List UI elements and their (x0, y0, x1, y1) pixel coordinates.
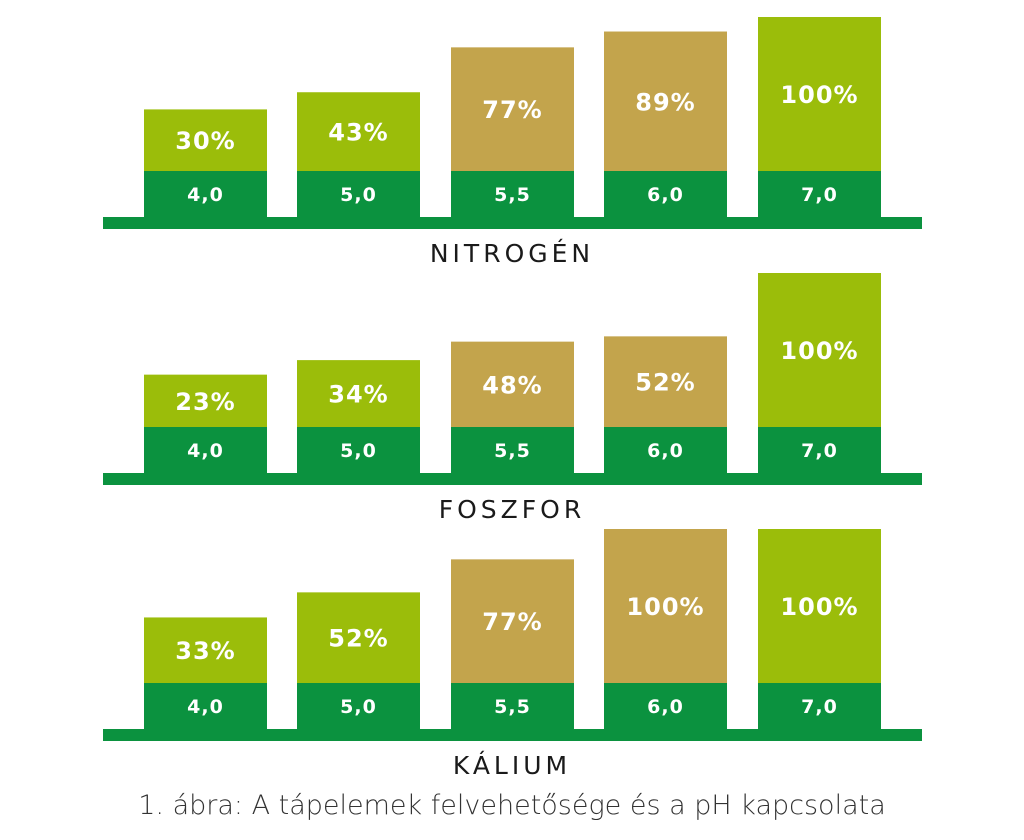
data-label: 34% (328, 381, 388, 409)
bar-value (451, 47, 574, 171)
data-label: 52% (328, 625, 388, 653)
bar-value (297, 92, 420, 171)
panel-title: FOSZFOR (439, 495, 585, 524)
bar-value (297, 360, 420, 427)
bar-ph-band (451, 427, 574, 473)
bar-ph-band (604, 171, 727, 217)
bar-value (604, 529, 727, 683)
tick-label: 6,0 (647, 696, 684, 718)
tick-label: 7,0 (801, 696, 838, 718)
data-label: 52% (635, 369, 695, 397)
tick-label: 5,0 (340, 184, 377, 206)
panel-2: 33% 4,0 52% 5,0 77% 5,5 100% 6,0 100% 7,0 KÁLIUM (103, 529, 922, 780)
panel-title: KÁLIUM (453, 751, 571, 780)
data-label: 100% (780, 81, 858, 109)
bar-value (297, 592, 420, 683)
data-label: 30% (175, 127, 235, 155)
data-label: 77% (482, 96, 542, 124)
tick-label: 5,5 (494, 184, 531, 206)
panel-title: NITROGÉN (430, 239, 594, 268)
bar-ph-band (604, 427, 727, 473)
tick-label: 5,5 (494, 440, 531, 462)
tick-label: 4,0 (187, 440, 224, 462)
baseline-stripe (103, 473, 922, 485)
bar-value (451, 559, 574, 683)
bar-ph-band (297, 171, 420, 217)
panel-0: 30% 4,0 43% 5,0 77% 5,5 89% 6,0 100% 7,0 NITROGÉN (103, 17, 922, 268)
bar-ph-band (144, 427, 267, 473)
bar-value (451, 341, 574, 427)
bar-value (758, 273, 881, 427)
baseline-stripe (103, 217, 922, 229)
bar-value (144, 617, 267, 683)
bar-value (758, 529, 881, 683)
bar-ph-band (297, 683, 420, 729)
tick-label: 4,0 (187, 696, 224, 718)
bar-ph-band (758, 683, 881, 729)
bar-ph-band (144, 683, 267, 729)
data-label: 48% (482, 371, 542, 399)
data-label: 100% (780, 337, 858, 365)
baseline-stripe (103, 729, 922, 741)
tick-label: 6,0 (647, 184, 684, 206)
bar-value (604, 31, 727, 171)
data-label: 23% (175, 388, 235, 416)
bar-value (144, 374, 267, 427)
bar-value (758, 17, 881, 171)
data-label: 77% (482, 608, 542, 636)
bar-ph-band (451, 171, 574, 217)
bar-value (604, 336, 727, 427)
figure-caption: 1. ábra: A tápelemek felvehetősége és a … (138, 790, 886, 821)
data-label: 100% (780, 593, 858, 621)
data-label: 89% (635, 88, 695, 116)
tick-label: 5,5 (494, 696, 531, 718)
bar-ph-band (758, 427, 881, 473)
tick-label: 6,0 (647, 440, 684, 462)
bar-ph-band (297, 427, 420, 473)
tick-label: 7,0 (801, 184, 838, 206)
tick-label: 5,0 (340, 440, 377, 462)
bar-ph-band (451, 683, 574, 729)
data-label: 33% (175, 637, 235, 665)
tick-label: 7,0 (801, 440, 838, 462)
panel-1: 23% 4,0 34% 5,0 48% 5,5 52% 6,0 100% 7,0 FOSZFOR (103, 273, 922, 524)
tick-label: 5,0 (340, 696, 377, 718)
bar-ph-band (144, 171, 267, 217)
bar-value (144, 109, 267, 171)
data-label: 100% (626, 593, 704, 621)
tick-label: 4,0 (187, 184, 224, 206)
bar-ph-band (758, 171, 881, 217)
data-label: 43% (328, 119, 388, 147)
bar-ph-band (604, 683, 727, 729)
